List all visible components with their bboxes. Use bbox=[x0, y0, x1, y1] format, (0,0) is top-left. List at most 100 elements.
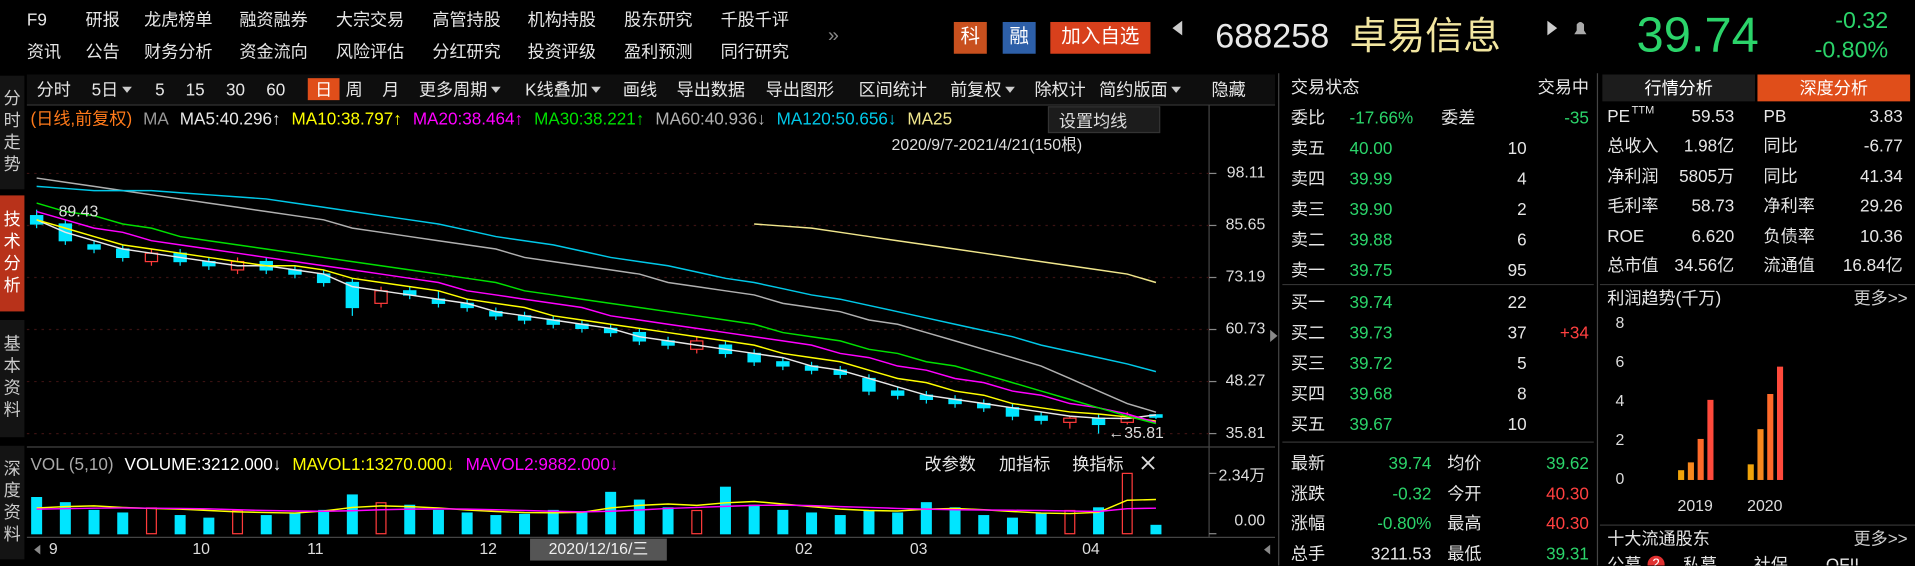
toolbar-item[interactable]: 月 bbox=[382, 79, 400, 99]
ma-setting[interactable]: 设置均线 bbox=[1047, 106, 1161, 134]
volume-bar bbox=[318, 509, 330, 535]
volume-bar bbox=[117, 512, 129, 535]
volume-bar bbox=[289, 512, 301, 535]
toolbar-item[interactable]: 日 bbox=[307, 78, 340, 101]
badge-rong[interactable]: 融 bbox=[1002, 21, 1036, 54]
toolbar-item[interactable]: 区间统计 bbox=[858, 79, 927, 99]
toolbar-item[interactable]: 画线 bbox=[622, 79, 658, 99]
ma-line bbox=[36, 177, 1157, 413]
bar bbox=[1687, 462, 1694, 480]
toolbar-item[interactable]: 更多周期 bbox=[418, 79, 488, 99]
volume-bar bbox=[1035, 512, 1047, 535]
ma-line bbox=[36, 185, 1157, 373]
bar bbox=[1678, 470, 1685, 480]
menu-item[interactable]: 龙虎榜单 bbox=[144, 9, 213, 30]
toolbar-item[interactable]: 60 bbox=[266, 79, 286, 99]
toolbar-item[interactable]: 隐藏 bbox=[1211, 79, 1246, 99]
book-level: 买四 bbox=[1290, 383, 1326, 404]
toolbar-item[interactable]: 30 bbox=[225, 79, 245, 99]
menu-item[interactable]: 投资评级 bbox=[527, 41, 596, 62]
side-tab[interactable]: 技术分析 bbox=[0, 195, 25, 312]
menu-item[interactable]: 财务分析 bbox=[144, 41, 213, 62]
legend-subtitle: (日线,前复权) bbox=[30, 108, 133, 129]
menu-item[interactable]: 资金流向 bbox=[239, 41, 308, 62]
toolbar-item[interactable]: 周 bbox=[345, 79, 363, 99]
toolbar-item[interactable]: K线叠加 bbox=[525, 79, 588, 99]
book-volume: 22 bbox=[1507, 291, 1527, 312]
menu-item[interactable]: 高管持股 bbox=[432, 9, 501, 30]
ratio-label: 委比 bbox=[1290, 107, 1326, 128]
holders-tab[interactable]: QFII bbox=[1825, 554, 1860, 566]
volume-bar bbox=[719, 486, 731, 535]
volume-bar bbox=[461, 512, 473, 535]
book-price: 39.68 bbox=[1349, 383, 1393, 404]
menu-item[interactable]: 公告 bbox=[85, 41, 120, 62]
menu-item[interactable]: 同行研究 bbox=[720, 41, 789, 62]
x-tick-label: 2019 bbox=[1678, 498, 1713, 515]
book-volume: 95 bbox=[1507, 260, 1527, 280]
toolbar-item[interactable]: 除权计 bbox=[1034, 79, 1086, 99]
volume-bar bbox=[174, 515, 186, 535]
y-tick-label: 6 bbox=[1616, 354, 1625, 371]
toolbar-item[interactable]: 前复权 bbox=[950, 79, 1002, 99]
menu-more[interactable]: » bbox=[828, 25, 839, 47]
menu-item[interactable]: 研报 bbox=[85, 9, 120, 30]
side-tab[interactable]: 分时走势 bbox=[0, 75, 25, 190]
mavol-line bbox=[36, 498, 1156, 515]
indicator-button[interactable]: 改参数 bbox=[924, 454, 976, 474]
stat-label: 涨幅 bbox=[1290, 512, 1326, 533]
candle-body bbox=[374, 290, 388, 304]
more-link[interactable]: 更多>> bbox=[1853, 288, 1908, 308]
panel-tab[interactable]: 行情分析 bbox=[1602, 74, 1756, 102]
metric-value: 59.53 bbox=[1691, 106, 1735, 126]
toolbar-item[interactable]: 导出数据 bbox=[676, 79, 745, 99]
volume-bar bbox=[806, 512, 818, 535]
menu-item[interactable]: F9 bbox=[26, 9, 47, 30]
menu-item[interactable]: 大宗交易 bbox=[335, 9, 405, 30]
metric-value: -6.77 bbox=[1863, 136, 1903, 156]
toolbar-item[interactable]: 分时 bbox=[36, 79, 71, 99]
holders-tab[interactable]: 社保 bbox=[1753, 554, 1788, 566]
panel-tab[interactable]: 深度分析 bbox=[1757, 74, 1911, 102]
add-watch[interactable]: 加入自选 bbox=[1050, 21, 1151, 54]
metric-value: 34.56亿 bbox=[1674, 255, 1735, 275]
stat-label: 均价 bbox=[1447, 453, 1482, 473]
volume-bar bbox=[346, 494, 358, 535]
toolbar-item[interactable]: 导出图形 bbox=[765, 79, 835, 99]
legend-entry: MA5:40.296↑ bbox=[179, 108, 281, 129]
menu-item[interactable]: 盈利预测 bbox=[624, 41, 693, 62]
menu-item[interactable]: 融资融券 bbox=[239, 9, 308, 30]
toolbar-item[interactable]: 简约版面 bbox=[1099, 79, 1168, 99]
volume-bar bbox=[145, 507, 157, 535]
change-pct: -0.80% bbox=[1814, 37, 1889, 64]
legend-entry: VOLUME:3212.000↓ bbox=[124, 454, 282, 474]
indicator-button[interactable]: 加指标 bbox=[999, 454, 1051, 474]
toolbar-item[interactable]: 5 bbox=[155, 79, 165, 99]
menu-item[interactable]: 资讯 bbox=[26, 41, 62, 62]
y-tick-label: 35.81 bbox=[1226, 425, 1266, 442]
more-link[interactable]: 更多>> bbox=[1853, 528, 1908, 549]
indicator-button[interactable]: 换指标 bbox=[1072, 454, 1124, 474]
side-tab[interactable]: 深度资料 bbox=[0, 445, 25, 560]
x-tick-label: 9 bbox=[49, 541, 58, 558]
stat-value: -0.80% bbox=[1377, 512, 1432, 533]
toolbar-item[interactable]: 15 bbox=[185, 79, 205, 99]
menu-item[interactable]: 风险评估 bbox=[335, 41, 405, 62]
ma-line bbox=[36, 219, 1157, 420]
holders-tab[interactable]: 公募 bbox=[1607, 554, 1642, 566]
metric-value: 1.98亿 bbox=[1683, 136, 1735, 156]
stat-label: 最新 bbox=[1290, 453, 1326, 473]
menu-item[interactable]: 机构持股 bbox=[527, 9, 596, 30]
holders-tab[interactable]: 私募 bbox=[1682, 554, 1718, 566]
side-tab[interactable]: 基本资料 bbox=[0, 319, 25, 438]
volume-bar bbox=[605, 491, 617, 535]
menu-item[interactable]: 分红研究 bbox=[432, 41, 501, 62]
badge-ke[interactable]: 科 bbox=[953, 21, 987, 54]
candle-body bbox=[1034, 415, 1048, 421]
stat-label: 最低 bbox=[1447, 542, 1482, 563]
status: 交易中 bbox=[1537, 76, 1589, 97]
menu-item[interactable]: 股东研究 bbox=[624, 9, 693, 30]
menu-item[interactable]: 千股千评 bbox=[720, 9, 789, 30]
metric-label: 毛利率 bbox=[1607, 195, 1659, 216]
toolbar-item[interactable]: 5日 bbox=[91, 79, 119, 99]
